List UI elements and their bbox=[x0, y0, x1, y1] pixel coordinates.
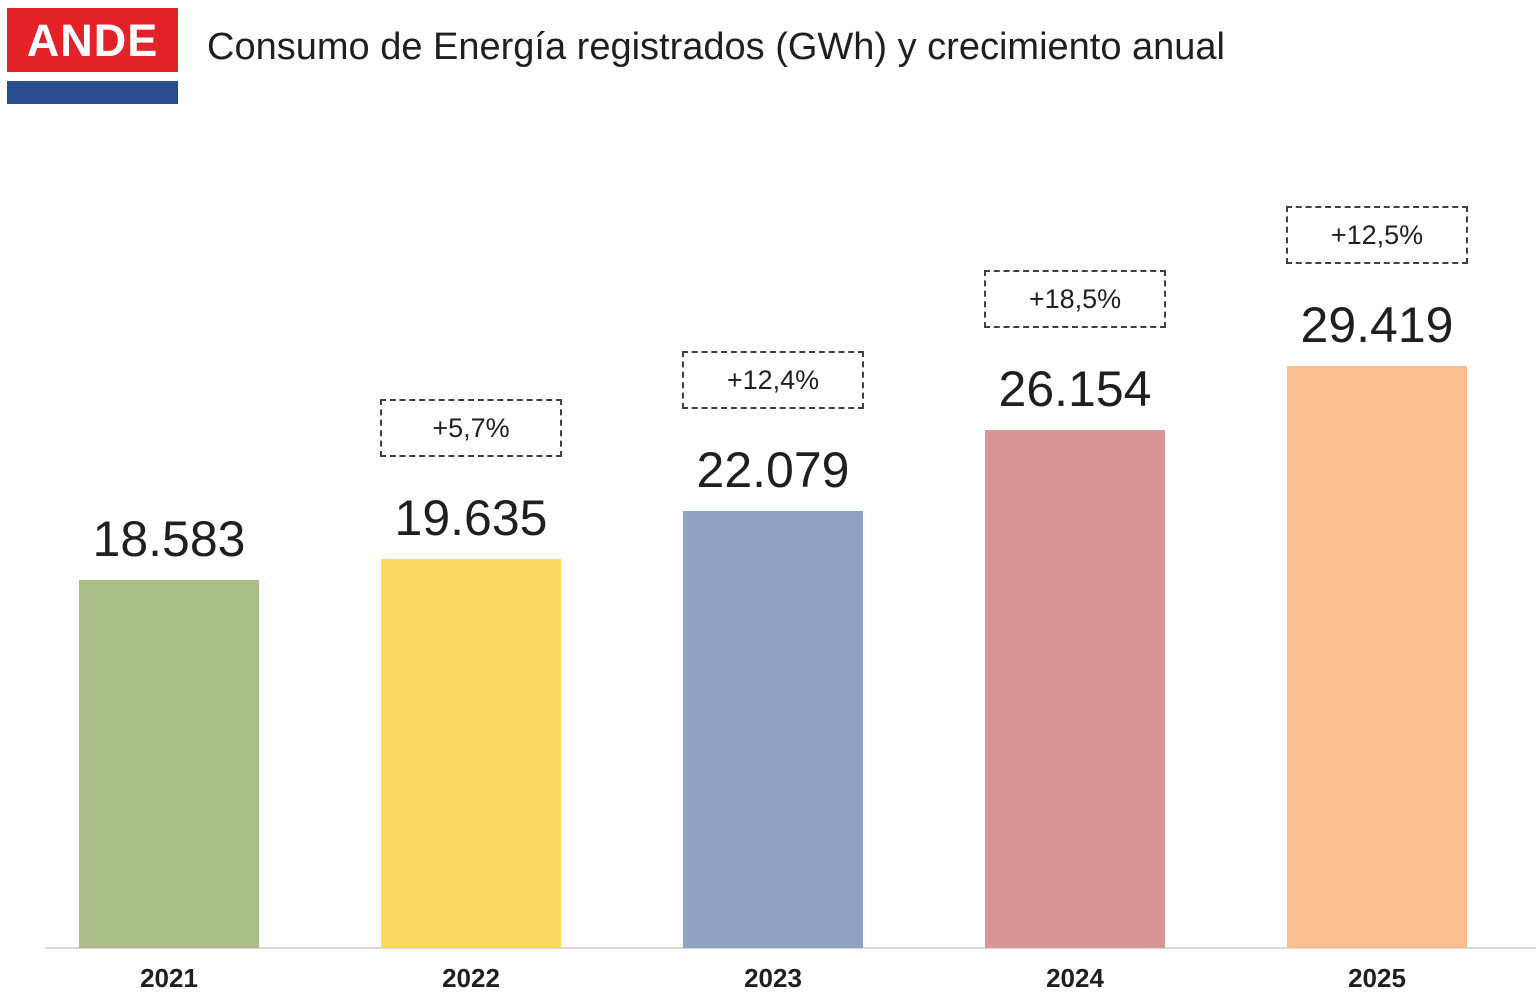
x-tick-2022: 2022 bbox=[442, 963, 500, 993]
x-axis-line bbox=[45, 947, 1536, 949]
bar-2022 bbox=[381, 559, 561, 948]
ande-logo-red-box: ANDE bbox=[7, 8, 178, 72]
growth-box-2022: +5,7% bbox=[380, 399, 562, 457]
growth-box-2024: +18,5% bbox=[984, 270, 1166, 328]
bar-2021 bbox=[79, 580, 259, 948]
value-label-2023: 22.079 bbox=[696, 442, 850, 498]
growth-label-2024: +18,5% bbox=[1028, 283, 1122, 314]
growth-label-2023: +12,4% bbox=[726, 364, 820, 395]
ande-logo: ANDE bbox=[7, 8, 178, 104]
value-label-2024: 26.154 bbox=[998, 361, 1152, 417]
bar-2023 bbox=[683, 511, 863, 948]
value-label-2025: 29.419 bbox=[1300, 297, 1454, 353]
bar-2025 bbox=[1287, 366, 1467, 948]
ande-logo-blue-bar bbox=[7, 81, 178, 104]
x-tick-2021: 2021 bbox=[140, 963, 198, 993]
x-tick-2023: 2023 bbox=[744, 963, 802, 993]
x-tick-2025: 2025 bbox=[1348, 963, 1406, 993]
value-label-2021: 18.583 bbox=[92, 511, 246, 567]
ande-logo-text: ANDE bbox=[26, 14, 159, 66]
growth-label-2025: +12,5% bbox=[1330, 219, 1424, 250]
x-tick-2024: 2024 bbox=[1046, 963, 1104, 993]
bar-2024 bbox=[985, 430, 1165, 948]
growth-label-2022: +5,7% bbox=[432, 412, 510, 443]
growth-box-2023: +12,4% bbox=[682, 351, 864, 409]
page-title: Consumo de Energía registrados (GWh) y c… bbox=[207, 26, 1226, 68]
growth-box-2025: +12,5% bbox=[1286, 206, 1468, 264]
value-label-2022: 19.635 bbox=[394, 490, 548, 546]
